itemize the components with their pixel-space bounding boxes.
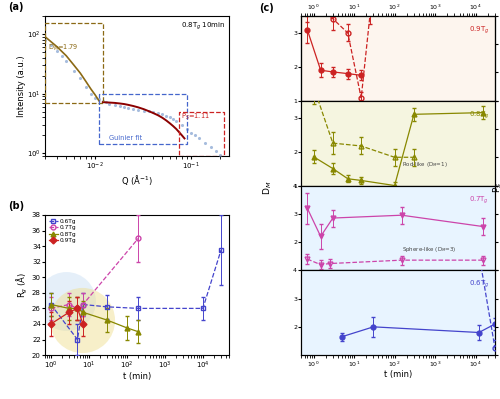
Point <box>130 106 138 113</box>
X-axis label: Q (Å$^{-1}$): Q (Å$^{-1}$) <box>122 173 153 187</box>
Y-axis label: Intensity (a.u.): Intensity (a.u.) <box>16 55 26 117</box>
Text: P$_S$=1.11: P$_S$=1.11 <box>182 112 210 122</box>
X-axis label: t (min): t (min) <box>123 372 152 381</box>
Point <box>178 122 186 128</box>
Point <box>140 107 147 114</box>
Point <box>102 99 110 105</box>
Point <box>207 143 215 150</box>
Point <box>87 91 95 97</box>
X-axis label: t (min): t (min) <box>384 370 412 379</box>
Text: (b): (b) <box>8 201 24 211</box>
Point <box>183 125 191 132</box>
Point <box>124 105 132 111</box>
Point <box>149 109 157 115</box>
Text: 0.7T$_g$: 0.7T$_g$ <box>470 194 489 205</box>
Point <box>53 48 61 54</box>
Point <box>99 98 107 104</box>
Y-axis label: R$_g$ (Å): R$_g$ (Å) <box>16 272 30 298</box>
Point <box>116 103 124 109</box>
Text: P$_S$: P$_S$ <box>491 182 500 193</box>
Point <box>95 96 103 103</box>
Point <box>120 104 128 110</box>
Legend: 0.6Tg, 0.7Tg, 0.8Tg, 0.9Tg: 0.6Tg, 0.7Tg, 0.8Tg, 0.9Tg <box>48 218 78 244</box>
Point <box>170 116 177 122</box>
Point <box>78 317 86 323</box>
Point <box>91 95 99 101</box>
Text: (c): (c) <box>258 3 274 13</box>
Point <box>105 101 113 107</box>
Point <box>216 152 224 158</box>
Text: (a): (a) <box>8 2 24 12</box>
Point <box>48 42 56 48</box>
Point <box>154 109 162 116</box>
Point <box>70 68 78 74</box>
Point <box>82 84 90 90</box>
Point <box>202 140 209 146</box>
Point <box>58 53 66 59</box>
Point <box>191 132 199 138</box>
Point <box>195 135 203 141</box>
Point <box>76 75 84 82</box>
Point <box>187 130 195 136</box>
Text: Sphere-like (D$_M$=3): Sphere-like (D$_M$=3) <box>402 245 456 254</box>
Point <box>166 114 174 120</box>
Point <box>134 107 142 113</box>
Point <box>162 113 170 119</box>
Point <box>111 102 119 108</box>
Text: 0.8T$_g$: 0.8T$_g$ <box>469 109 489 121</box>
Point <box>172 118 180 124</box>
Text: D$_M$: D$_M$ <box>261 180 274 195</box>
Point <box>62 58 70 64</box>
Point <box>158 111 166 118</box>
Text: 0.6T$_g$: 0.6T$_g$ <box>469 279 489 290</box>
Point <box>62 297 70 304</box>
Text: Guinier fit: Guinier fit <box>109 135 142 141</box>
Point <box>144 108 152 114</box>
Point <box>41 37 49 43</box>
Text: Rod-like (D$_M$=1): Rod-like (D$_M$=1) <box>402 160 448 169</box>
Text: 0.9T$_g$: 0.9T$_g$ <box>469 24 489 36</box>
Point <box>212 148 220 154</box>
Text: 0.8T$_g$ 10min: 0.8T$_g$ 10min <box>182 20 226 32</box>
Text: D$_M$=1.79: D$_M$=1.79 <box>48 42 78 53</box>
